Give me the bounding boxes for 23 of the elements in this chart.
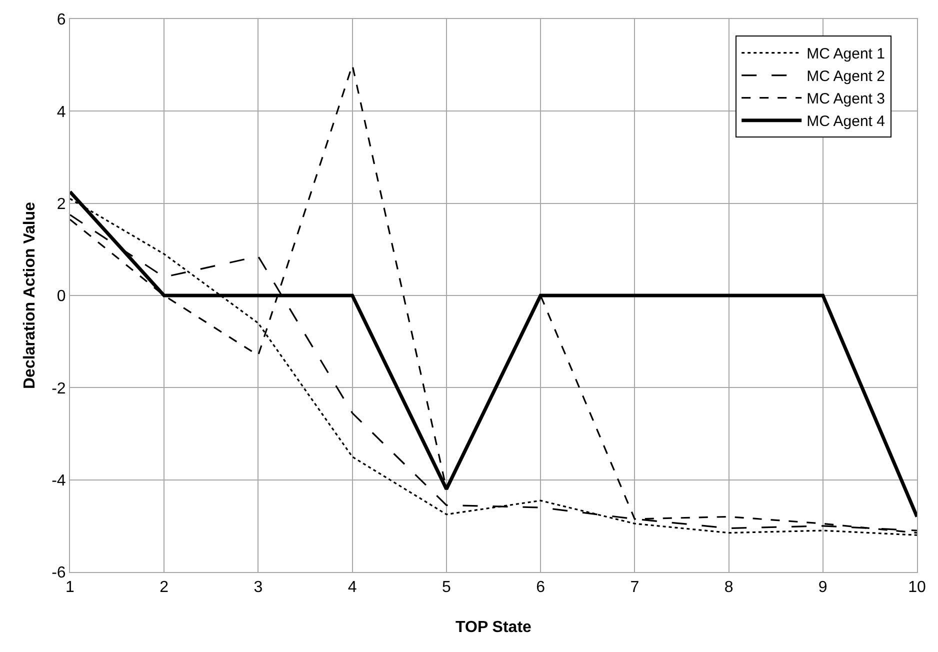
x-tick-label: 6 [536, 579, 546, 596]
x-tick-label: 3 [254, 579, 263, 596]
y-tick-label: 6 [56, 12, 66, 29]
x-tick-label: 8 [724, 579, 734, 596]
y-tick-label: -4 [52, 472, 66, 490]
x-tick-label: 2 [160, 579, 169, 596]
y-tick-label: -6 [52, 564, 66, 582]
y-tick-label: 4 [56, 104, 66, 121]
x-tick-label: 7 [630, 579, 640, 596]
y-tick-label: 0 [56, 288, 66, 306]
x-tick-label: 1 [66, 579, 75, 596]
x-tick-label: 9 [818, 579, 828, 596]
legend-label: MC Agent 1 [806, 46, 885, 63]
x-tick-label: 4 [348, 579, 357, 596]
y-tick-label: 2 [56, 196, 66, 213]
legend-label: MC Agent 3 [806, 90, 885, 108]
x-tick-label: 5 [442, 579, 451, 596]
y-axis-title: Declaration Action Value [21, 202, 38, 390]
x-tick-label: 10 [908, 579, 926, 596]
legend-label: MC Agent 4 [806, 113, 885, 130]
x-axis-title: TOP State [456, 618, 532, 636]
legend-label: MC Agent 2 [806, 68, 885, 86]
y-tick-label: -2 [52, 380, 66, 398]
